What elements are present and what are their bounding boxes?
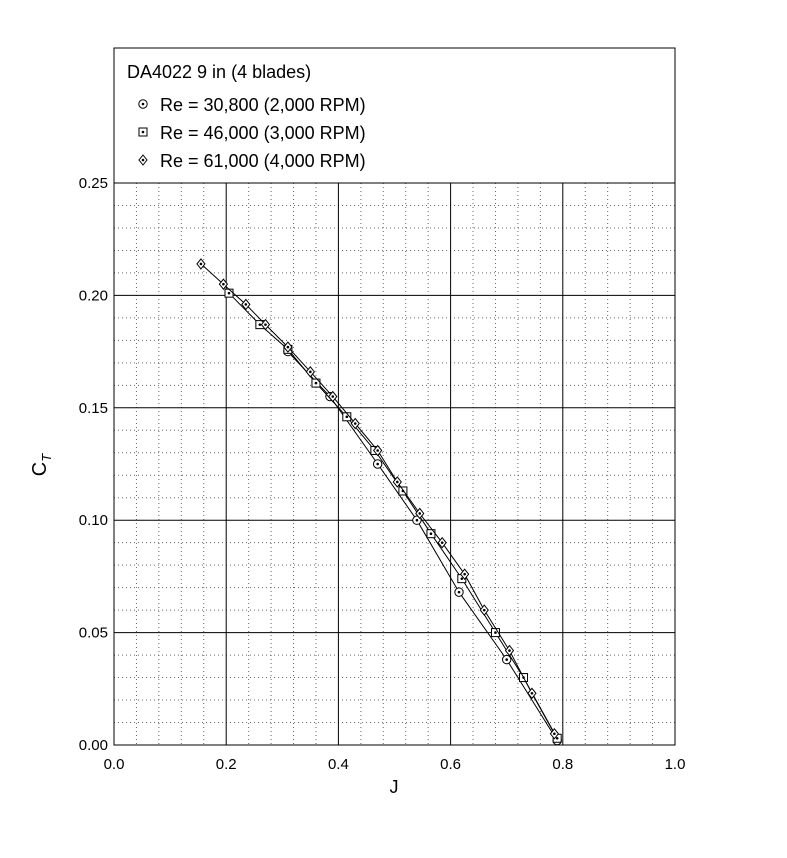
marker-center <box>396 480 399 484</box>
x-tick-label: 0.6 <box>440 756 461 773</box>
plot-frame <box>113 182 676 746</box>
data-point <box>549 727 560 740</box>
y-tick-label: 0.10 <box>79 512 108 529</box>
data-point <box>504 644 515 657</box>
y-axis-label-subscript: T <box>39 453 54 462</box>
data-point <box>224 288 234 298</box>
data-point <box>305 366 315 378</box>
marker-center <box>309 370 312 374</box>
marker-center <box>141 102 145 106</box>
series-line <box>228 292 558 739</box>
legend-entry: Re = 61,000 (4,000 RPM) <box>138 151 366 171</box>
legend-box <box>113 47 676 184</box>
marker-center <box>418 512 422 515</box>
data-point <box>415 507 425 520</box>
marker-center <box>286 345 290 349</box>
marker-center <box>429 532 433 535</box>
y-tick-label: 0.05 <box>79 625 108 642</box>
data-point <box>459 568 470 580</box>
data-point <box>479 604 489 616</box>
marker-center <box>331 395 335 398</box>
marker-center <box>345 415 349 419</box>
marker-center <box>555 736 559 740</box>
y-tick-label: 0.15 <box>79 400 108 417</box>
marker-center <box>376 449 379 452</box>
data-point <box>260 318 271 331</box>
marker-center <box>530 691 534 695</box>
marker-center <box>460 577 464 580</box>
y-axis-label: CT <box>29 453 54 476</box>
x-tick-label: 1.0 <box>665 756 686 773</box>
data-point <box>502 654 512 665</box>
x-tick-label: 0.4 <box>328 756 349 773</box>
plot-area <box>113 182 676 746</box>
legend-label: Re = 30,800 (2,000 RPM) <box>160 95 366 115</box>
data-point <box>311 378 321 388</box>
marker-center <box>415 518 419 522</box>
y-axis-tick-labels: 0.00 0.05 0.10 0.15 0.20 0.25 <box>79 175 108 754</box>
series-3 <box>196 258 560 740</box>
data-point <box>437 536 447 549</box>
marker-center <box>505 658 509 661</box>
marker-center <box>199 262 203 266</box>
marker-center <box>440 541 444 544</box>
data-point <box>328 390 338 403</box>
data-point <box>373 444 383 457</box>
legend-marker <box>138 127 148 137</box>
y-tick-label: 0.20 <box>79 287 108 304</box>
x-tick-label: 0.8 <box>552 756 573 773</box>
data-point <box>283 341 293 353</box>
marker-center <box>482 608 486 612</box>
data-point <box>372 459 383 469</box>
marker-center <box>463 572 466 576</box>
legend-label: Re = 61,000 (4,000 RPM) <box>160 151 366 171</box>
marker-center <box>258 323 262 326</box>
x-axis-tick-labels: 0.0 0.2 0.4 0.6 0.8 1.0 <box>104 756 686 773</box>
plot-background <box>114 183 675 745</box>
marker-center <box>227 291 231 295</box>
legend-marker <box>138 99 148 109</box>
data-point <box>426 529 436 539</box>
data-point <box>218 278 229 290</box>
legend-marker <box>138 154 148 166</box>
y-tick-label: 0.00 <box>79 737 108 754</box>
data-point <box>527 687 537 700</box>
marker-center <box>494 631 497 634</box>
data-point <box>454 587 464 597</box>
data-point <box>241 298 251 311</box>
data-point <box>350 417 360 430</box>
legend-label: Re = 46,000 (3,000 RPM) <box>160 123 366 143</box>
marker-center <box>508 649 511 652</box>
svg-text:CT: CT <box>29 453 54 476</box>
marker-center <box>314 381 318 385</box>
marker-center <box>141 130 145 134</box>
legend-entry: Re = 46,000 (3,000 RPM) <box>138 123 366 143</box>
x-tick-label: 0.2 <box>216 756 237 773</box>
data-series <box>196 258 562 746</box>
marker-center <box>222 282 225 286</box>
data-point <box>196 258 206 270</box>
legend: DA4022 9 in (4 blades) Re = 30,800 (2,00… <box>113 47 676 184</box>
chart-title: DA4022 9 in (4 blades) <box>127 62 311 82</box>
y-tick-label: 0.25 <box>79 175 108 192</box>
marker-center <box>264 323 267 326</box>
marker-center <box>141 158 145 162</box>
legend-entry: Re = 30,800 (2,000 RPM) <box>138 95 366 115</box>
data-point <box>392 476 402 488</box>
marker-center <box>457 590 461 594</box>
major-grid <box>114 183 675 745</box>
y-axis-label-main: C <box>29 462 51 476</box>
marker-center <box>553 732 556 736</box>
x-tick-label: 0.0 <box>104 756 125 773</box>
marker-center <box>376 462 379 466</box>
marker-center <box>244 303 248 306</box>
marker-center <box>353 422 357 425</box>
minor-grid <box>114 183 675 745</box>
x-axis-label: J <box>390 777 399 797</box>
